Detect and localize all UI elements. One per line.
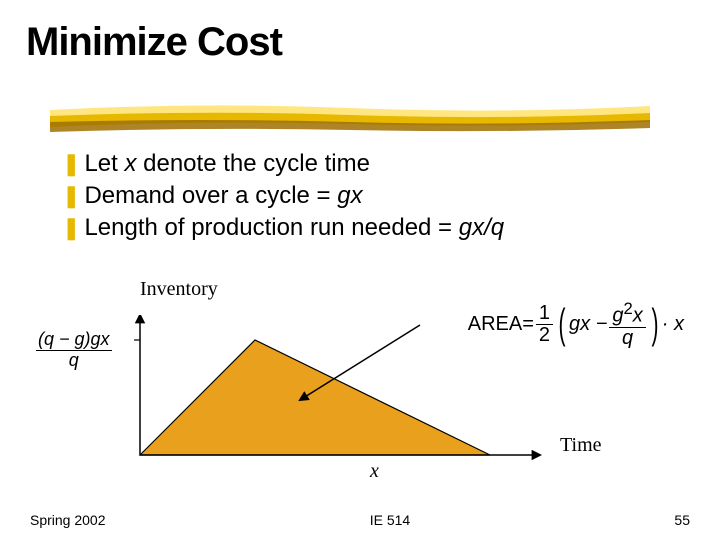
text-italic: x — [124, 150, 136, 177]
text-italic: gx/q — [459, 214, 504, 241]
bullet-marker-icon: ❚ — [62, 153, 80, 175]
fraction-numerator: g2x — [609, 300, 645, 328]
fraction-numerator: (q − g)gx — [36, 330, 112, 351]
text-italic: gx − — [569, 313, 607, 336]
bullet-text: Let x denote the cycle time — [84, 150, 370, 178]
text-italic: · x — [662, 313, 684, 336]
bullet-marker-icon: ❚ — [62, 185, 80, 207]
text: denote the cycle time — [136, 150, 369, 177]
slide-footer: Spring 2002 IE 514 55 — [0, 512, 720, 528]
inventory-chart — [120, 315, 550, 475]
bullet-item: ❚ Let x denote the cycle time — [62, 150, 504, 178]
inventory-axis-label: Inventory — [140, 278, 218, 301]
footer-right: 55 — [674, 512, 690, 528]
text: Demand over a cycle = — [84, 182, 337, 209]
slide: Minimize Cost ❚ Let x denote the cycle t… — [0, 0, 720, 540]
text: Let — [84, 150, 124, 177]
bullet-marker-icon: ❚ — [62, 217, 80, 239]
formula-peak-height: (q − g)gx q — [36, 330, 112, 371]
slide-title: Minimize Cost — [26, 20, 282, 65]
bullet-item: ❚ Demand over a cycle = gx — [62, 182, 504, 210]
text-italic: gx — [337, 182, 362, 209]
paren-icon: ) — [651, 305, 658, 343]
brush-underline — [50, 100, 650, 134]
inventory-triangle — [140, 340, 490, 455]
fraction-g2x: g2x q — [609, 300, 645, 349]
annotation-arrow — [300, 325, 420, 400]
x-tick-label: x — [370, 460, 379, 483]
footer-left: Spring 2002 — [30, 512, 106, 528]
bullet-text: Demand over a cycle = gx — [84, 182, 362, 210]
fraction-denominator: q — [36, 351, 112, 371]
text: Length of production run needed = — [84, 214, 458, 241]
footer-center: IE 514 — [370, 512, 410, 528]
bullet-list: ❚ Let x denote the cycle time ❚ Demand o… — [62, 150, 504, 246]
bullet-text: Length of production run needed = gx/q — [84, 214, 504, 242]
fraction-denominator: q — [622, 328, 633, 349]
bullet-item: ❚ Length of production run needed = gx/q — [62, 214, 504, 242]
paren-icon: ( — [559, 305, 566, 343]
time-axis-label: Time — [560, 434, 602, 457]
